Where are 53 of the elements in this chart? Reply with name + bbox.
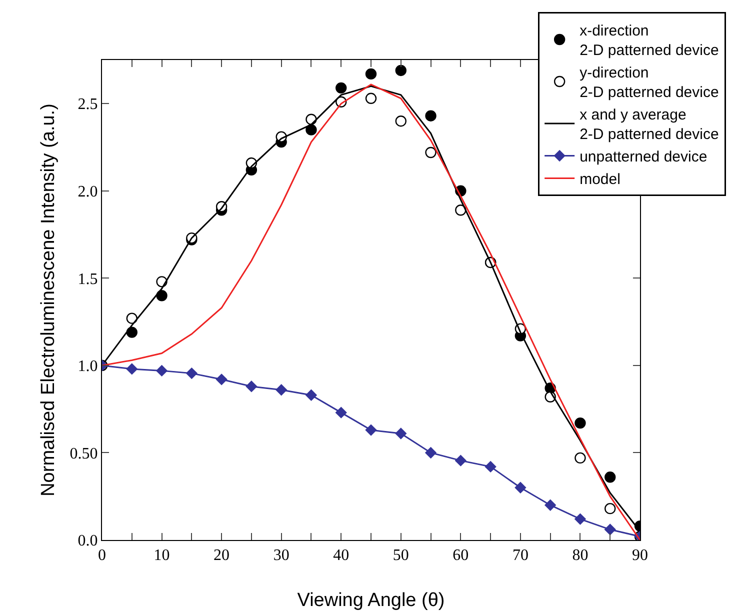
point (425, 110, 436, 122)
point (156, 364, 168, 377)
x-tick-label: 30 (273, 547, 290, 564)
x-tick-label: 10 (154, 547, 170, 564)
x-tick-label: 40 (333, 547, 350, 564)
x-tick-label: 20 (214, 547, 230, 564)
point (455, 204, 466, 216)
legend-label: unpatterned device (580, 148, 708, 166)
x-tick-label: 0 (98, 547, 106, 564)
point (395, 115, 406, 127)
y-tick-label: 2.5 (78, 96, 98, 114)
point (604, 524, 616, 536)
x-tick-label: 80 (572, 547, 588, 564)
point (484, 460, 496, 473)
y-axis-title: Normalised Electroluminescene Intensity (a.u.) (38, 104, 59, 496)
point (454, 454, 467, 466)
point (305, 389, 318, 401)
x-tick-label: 60 (452, 547, 469, 564)
point (365, 68, 377, 80)
point (574, 417, 586, 429)
point (216, 374, 228, 386)
point (186, 367, 198, 380)
point (365, 92, 377, 104)
y-tick-label: 2.0 (78, 184, 98, 201)
y-tick-label: 1.0 (78, 358, 98, 376)
point (574, 452, 586, 464)
point (424, 446, 437, 459)
point (395, 428, 407, 440)
y-tick-label: 1.5 (78, 270, 98, 288)
point (126, 312, 138, 324)
point (156, 290, 168, 302)
point (574, 513, 586, 525)
point (335, 406, 347, 418)
y-tick-label: 0.0 (78, 532, 98, 550)
legend-label: model (580, 171, 620, 188)
x-tick-label: 70 (512, 547, 528, 564)
point (544, 499, 556, 511)
x-tick-label: 50 (392, 547, 409, 564)
point (246, 380, 258, 392)
point (126, 363, 138, 375)
point (395, 64, 406, 76)
point (306, 124, 317, 136)
point (365, 424, 377, 436)
y-tick-label: 0.50 (70, 445, 98, 462)
point (425, 146, 436, 158)
point (275, 384, 288, 396)
point (126, 326, 138, 338)
point (604, 472, 616, 483)
x-axis-title: Viewing Angle (θ) (297, 590, 445, 611)
x-tick-label: 90 (632, 547, 648, 564)
point (336, 82, 347, 94)
point (514, 482, 526, 494)
point (604, 502, 616, 514)
